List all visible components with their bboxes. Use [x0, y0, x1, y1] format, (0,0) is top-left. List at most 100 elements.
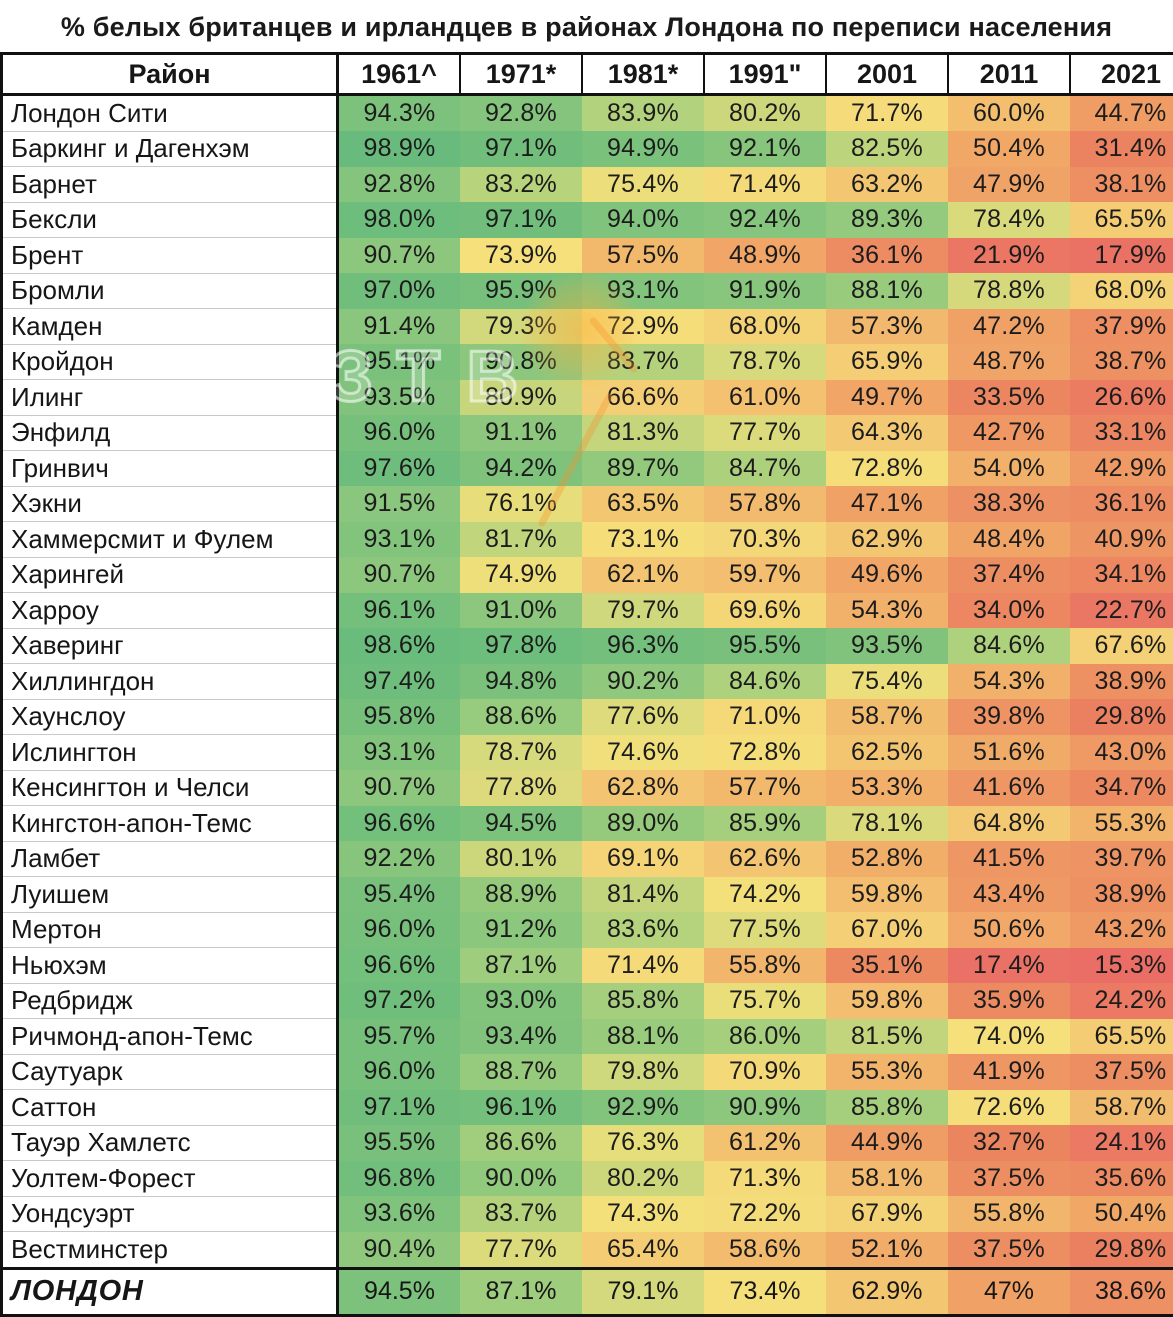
value-cell: 74.2% [704, 877, 826, 913]
value-cell: 76.1% [460, 486, 582, 522]
value-cell: 79.3% [460, 309, 582, 345]
district-cell: Кройдон [2, 344, 338, 380]
value-cell: 57.5% [582, 238, 704, 274]
value-cell: 95.5% [704, 628, 826, 664]
value-cell: 97.0% [338, 273, 461, 309]
value-cell: 72.6% [948, 1090, 1070, 1126]
district-cell: Хиллингдон [2, 664, 338, 700]
value-cell: 67.0% [826, 912, 948, 948]
district-cell: Луишем [2, 877, 338, 913]
value-cell: 58.6% [704, 1232, 826, 1269]
year-column-header: 2021 [1070, 54, 1173, 95]
district-cell: Кингстон-апон-Темс [2, 806, 338, 842]
district-cell: Кенсингтон и Челси [2, 770, 338, 806]
value-cell: 74.0% [948, 1019, 1070, 1055]
value-cell: 98.9% [338, 131, 461, 167]
value-cell: 70.9% [704, 1054, 826, 1090]
value-cell: 95.4% [338, 877, 461, 913]
value-cell: 54.0% [948, 451, 1070, 487]
value-cell: 93.1% [582, 273, 704, 309]
value-cell: 35.9% [948, 983, 1070, 1019]
value-cell: 34.0% [948, 593, 1070, 629]
value-cell: 84.7% [704, 451, 826, 487]
total-value-cell: 79.1% [582, 1268, 704, 1315]
value-cell: 94.3% [338, 95, 461, 132]
value-cell: 92.2% [338, 841, 461, 877]
value-cell: 24.2% [1070, 983, 1173, 1019]
value-cell: 91.1% [460, 415, 582, 451]
year-column-header: 1991" [704, 54, 826, 95]
value-cell: 71.4% [582, 948, 704, 984]
value-cell: 97.4% [338, 664, 461, 700]
value-cell: 48.4% [948, 522, 1070, 558]
value-cell: 91.0% [460, 593, 582, 629]
value-cell: 96.3% [582, 628, 704, 664]
value-cell: 62.8% [582, 770, 704, 806]
value-cell: 26.6% [1070, 380, 1173, 416]
district-cell: Ислингтон [2, 735, 338, 771]
value-cell: 43.0% [1070, 735, 1173, 771]
district-cell: Хаунслоу [2, 699, 338, 735]
value-cell: 17.9% [1070, 238, 1173, 274]
value-cell: 44.7% [1070, 95, 1173, 132]
value-cell: 91.2% [460, 912, 582, 948]
value-cell: 74.3% [582, 1196, 704, 1232]
value-cell: 72.2% [704, 1196, 826, 1232]
value-cell: 17.4% [948, 948, 1070, 984]
value-cell: 93.1% [338, 735, 461, 771]
value-cell: 61.0% [704, 380, 826, 416]
value-cell: 47.1% [826, 486, 948, 522]
value-cell: 42.7% [948, 415, 1070, 451]
value-cell: 93.1% [338, 522, 461, 558]
value-cell: 92.8% [460, 95, 582, 132]
total-value-cell: 38.6% [1070, 1268, 1173, 1315]
value-cell: 79.8% [582, 1054, 704, 1090]
value-cell: 38.9% [1070, 664, 1173, 700]
value-cell: 65.5% [1070, 1019, 1173, 1055]
district-cell: Бромли [2, 273, 338, 309]
value-cell: 65.5% [1070, 202, 1173, 238]
year-column-header: 1971* [460, 54, 582, 95]
value-cell: 54.3% [826, 593, 948, 629]
value-cell: 29.8% [1070, 699, 1173, 735]
district-cell: Гринвич [2, 451, 338, 487]
value-cell: 69.6% [704, 593, 826, 629]
value-cell: 79.7% [582, 593, 704, 629]
value-cell: 73.9% [460, 238, 582, 274]
value-cell: 90.7% [338, 238, 461, 274]
value-cell: 78.4% [948, 202, 1070, 238]
year-column-header: 2011 [948, 54, 1070, 95]
value-cell: 24.1% [1070, 1125, 1173, 1161]
value-cell: 95.9% [460, 273, 582, 309]
value-cell: 67.9% [826, 1196, 948, 1232]
value-cell: 64.3% [826, 415, 948, 451]
value-cell: 55.8% [948, 1196, 1070, 1232]
value-cell: 36.1% [826, 238, 948, 274]
value-cell: 96.6% [338, 806, 461, 842]
value-cell: 35.6% [1070, 1161, 1173, 1197]
value-cell: 86.6% [460, 1125, 582, 1161]
value-cell: 97.8% [460, 628, 582, 664]
value-cell: 89.3% [826, 202, 948, 238]
value-cell: 61.2% [704, 1125, 826, 1161]
year-column-header: 2001 [826, 54, 948, 95]
value-cell: 95.1% [338, 344, 461, 380]
district-cell: Уолтем-Форест [2, 1161, 338, 1197]
value-cell: 38.9% [1070, 877, 1173, 913]
value-cell: 60.0% [948, 95, 1070, 132]
value-cell: 38.1% [1070, 167, 1173, 203]
value-cell: 92.8% [338, 167, 461, 203]
value-cell: 88.9% [460, 877, 582, 913]
value-cell: 38.3% [948, 486, 1070, 522]
